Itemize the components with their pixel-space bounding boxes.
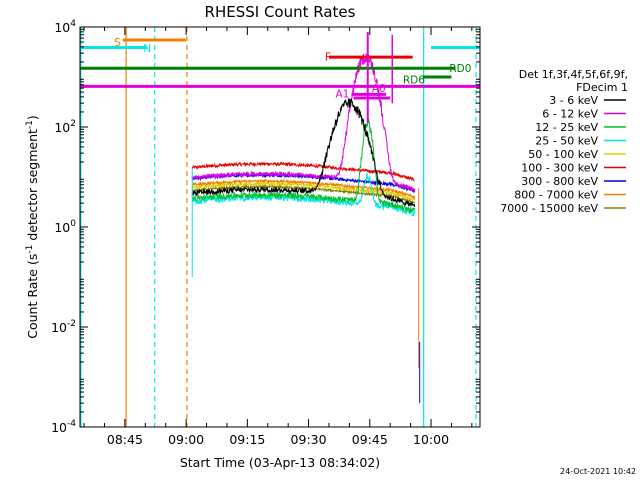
legend-entry-6: 300 - 800 keV — [521, 175, 598, 188]
plot-area: S N RD0 RD6 F A1 A0 — [80, 27, 480, 427]
flag-label-1: N — [143, 43, 151, 55]
flag-label-8: A0 — [372, 83, 386, 95]
x-tick-label-3: 09:30 — [291, 432, 327, 447]
x-tick-label-1: 09:00 — [168, 432, 204, 447]
y-tick-label-1: 10-2 — [51, 319, 76, 335]
y-tick-label-4: 104 — [54, 19, 76, 35]
legend-entry-5: 100 - 300 keV — [521, 162, 598, 175]
flag-label-0: S — [114, 37, 121, 49]
x-tick-label-2: 09:15 — [229, 432, 265, 447]
series-line-0 — [191, 98, 416, 208]
series-line-8 — [191, 183, 416, 204]
x-axis: 08:45 09:00 09:15 09:30 09:45 10:00 — [83, 27, 473, 447]
y-axis-label-sup1: -1 — [25, 245, 35, 254]
flag-label-4: RD6 — [403, 74, 425, 86]
legend-entry-0: 3 - 6 keV — [549, 94, 598, 107]
flag-label-7: A1 — [336, 88, 350, 100]
plot-content — [80, 27, 477, 427]
y-tick-label-2: 100 — [54, 219, 76, 235]
flag-label-5: F — [325, 51, 331, 63]
chart-title: RHESSI Count Rates — [205, 3, 356, 21]
series-line-2 — [191, 118, 416, 213]
y-axis-label-part2: detector segment — [25, 129, 40, 245]
y-axis-label-part3: ) — [25, 115, 40, 120]
y-tick-label-0: 10-4 — [51, 419, 76, 435]
legend-title-1: FDecim 1 — [576, 81, 628, 94]
y-axis: 10-4 10-2 100 102 104 — [51, 19, 480, 435]
series-line-5 — [191, 161, 415, 182]
y-axis-label: Count Rate (s-1 detector segment-1) — [25, 115, 40, 339]
flag-label-3: RD0 — [449, 63, 471, 75]
legend-title-0: Det 1f,3f,4f,5f,6f,9f, — [519, 68, 628, 81]
x-axis-label: Start Time (03-Apr-13 08:34:02) — [180, 455, 380, 470]
legend-entry-7: 800 - 7000 keV — [514, 189, 598, 202]
y-axis-label-sup2: -1 — [25, 120, 35, 129]
series-line-1 — [191, 53, 416, 193]
legend-entry-1: 6 - 12 keV — [542, 108, 598, 121]
legend-entry-2: 12 - 25 keV — [535, 121, 598, 134]
legend-entry-4: 50 - 100 keV — [528, 148, 598, 161]
x-tick-label-0: 08:45 — [107, 432, 143, 447]
x-tick-label-5: 10:00 — [413, 432, 449, 447]
legend: Det 1f,3f,4f,5f,6f,9f,FDecim 13 - 6 keV6… — [500, 68, 628, 215]
legend-entry-3: 25 - 50 keV — [535, 135, 598, 148]
x-tick-label-4: 09:45 — [352, 432, 388, 447]
y-tick-label-3: 102 — [54, 119, 76, 135]
legend-entry-8: 7000 - 15000 keV — [500, 202, 598, 215]
y-axis-label-part1: Count Rate (s — [25, 254, 40, 339]
timestamp: 24-Oct-2021 10:42 — [560, 467, 636, 476]
